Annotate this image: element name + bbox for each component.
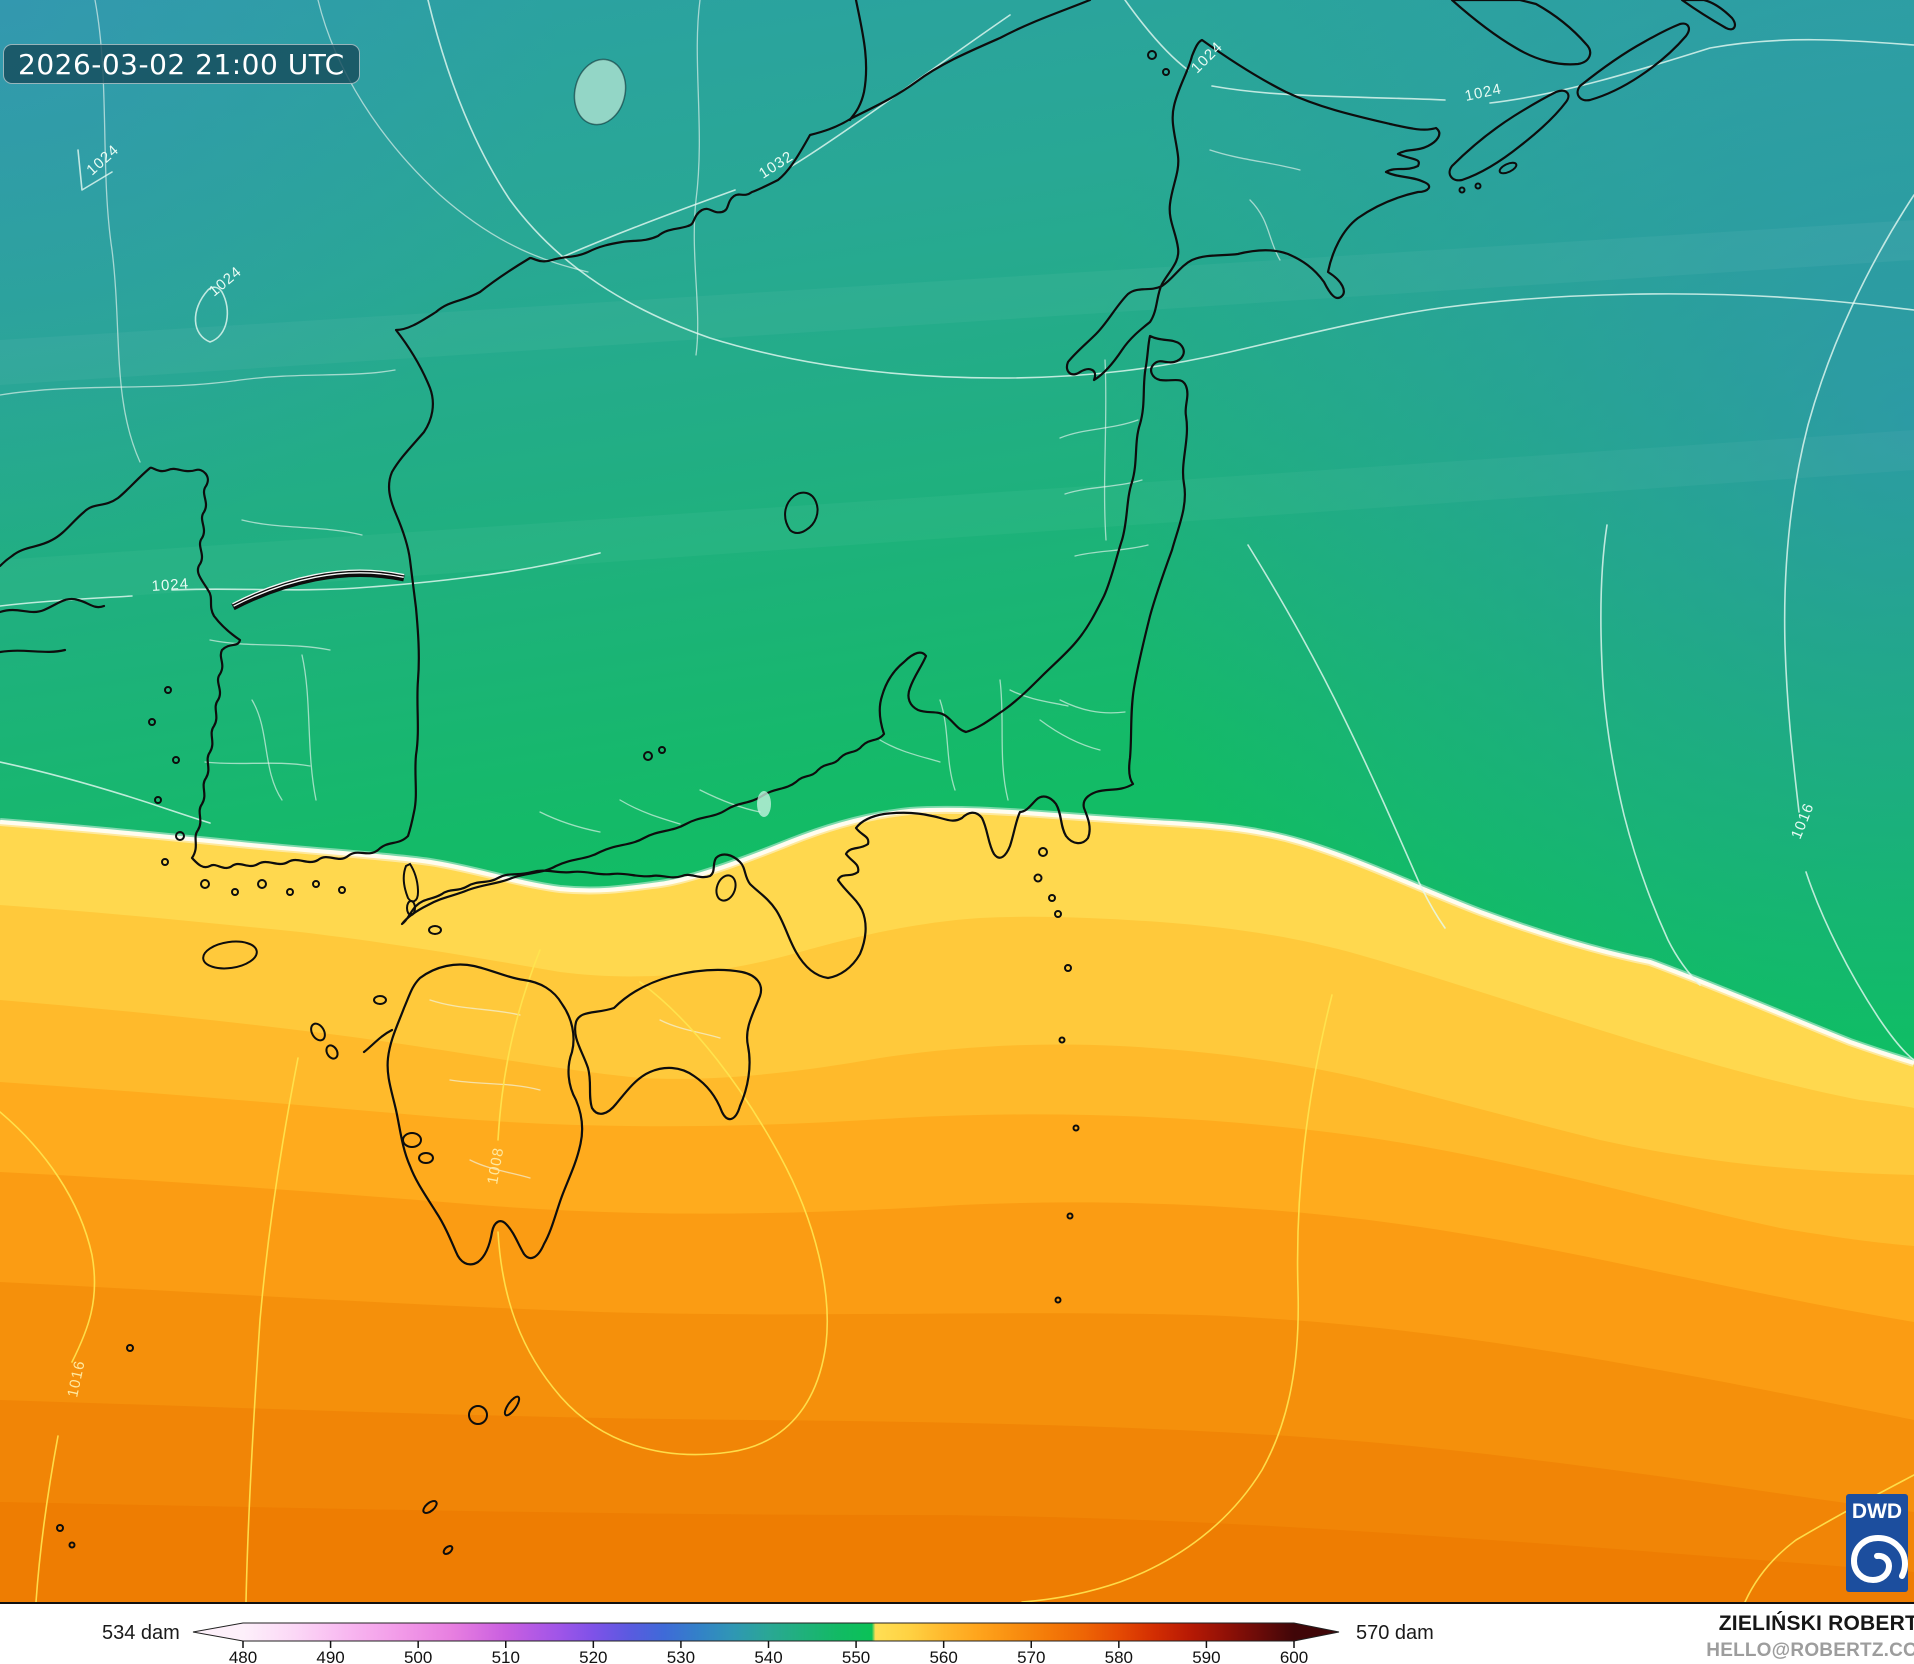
map-canvas: 1024 1024 1024 1032 1024 1024 1016 1016 1008 DWD… bbox=[0, 0, 1914, 1602]
attribution-name: ZIELIŃSKI ROBERT bbox=[1718, 1612, 1914, 1635]
colorbar-tick-label: 530 bbox=[667, 1648, 695, 1664]
dwd-logo: DWD bbox=[1846, 1494, 1909, 1592]
dwd-logo-text: DWD bbox=[1852, 1500, 1902, 1523]
legend-bar: 534 dam 480 490 500 510 520 530 540 550 560 570 58… bbox=[0, 1602, 1914, 1664]
colorbar-tick-label: 550 bbox=[842, 1648, 870, 1664]
field-green-step bbox=[0, 430, 1914, 605]
contour-label: 1008 bbox=[484, 1146, 507, 1186]
colorbar-tick-label: 580 bbox=[1105, 1648, 1133, 1664]
front-contour-552 bbox=[0, 805, 1914, 1067]
colorbar-tick-label: 600 bbox=[1280, 1648, 1308, 1664]
attribution-contact: HELLO@ROBERTZ.CO bbox=[1706, 1640, 1914, 1661]
timestamp-badge: 2026-03-02 21:00 UTC bbox=[3, 44, 360, 84]
colorbar-tick-label: 570 bbox=[1017, 1648, 1045, 1664]
isobar-contours bbox=[0, 0, 1914, 1061]
colorbar-tick-label: 540 bbox=[754, 1648, 782, 1664]
legend-colorbar: 480 490 500 510 520 530 540 550 560 570 580 590 600 bbox=[192, 1622, 1340, 1664]
colorbar-tick-label: 490 bbox=[316, 1648, 344, 1664]
field-green-step bbox=[0, 220, 1914, 385]
isobar-contours-warm bbox=[0, 949, 1914, 1602]
legend-min-label: 534 dam bbox=[102, 1622, 180, 1644]
coastlines bbox=[0, 0, 1736, 1266]
colorbar-tick-label: 520 bbox=[579, 1648, 607, 1664]
colorbar-tick-label: 500 bbox=[404, 1648, 432, 1664]
colorbar-arrow bbox=[192, 1622, 1340, 1642]
small-islands bbox=[56, 50, 1518, 1555]
field-warm-sector bbox=[0, 809, 1914, 1602]
colorbar-tick-label: 510 bbox=[492, 1648, 520, 1664]
dwd-spiral-icon bbox=[1850, 1534, 1909, 1584]
colorbar-ticks: 480 490 500 510 520 530 540 550 560 570 580 590 600 bbox=[229, 1641, 1308, 1664]
lake-biwa bbox=[757, 791, 771, 817]
colorbar-tick-label: 590 bbox=[1192, 1648, 1220, 1664]
colorbar-tick-label: 480 bbox=[229, 1648, 257, 1664]
lake-khanka bbox=[573, 58, 627, 126]
legend-max-label: 570 dam bbox=[1356, 1622, 1434, 1644]
contour-label: 1024 bbox=[151, 575, 189, 595]
colorbar-tick-label: 560 bbox=[929, 1648, 957, 1664]
